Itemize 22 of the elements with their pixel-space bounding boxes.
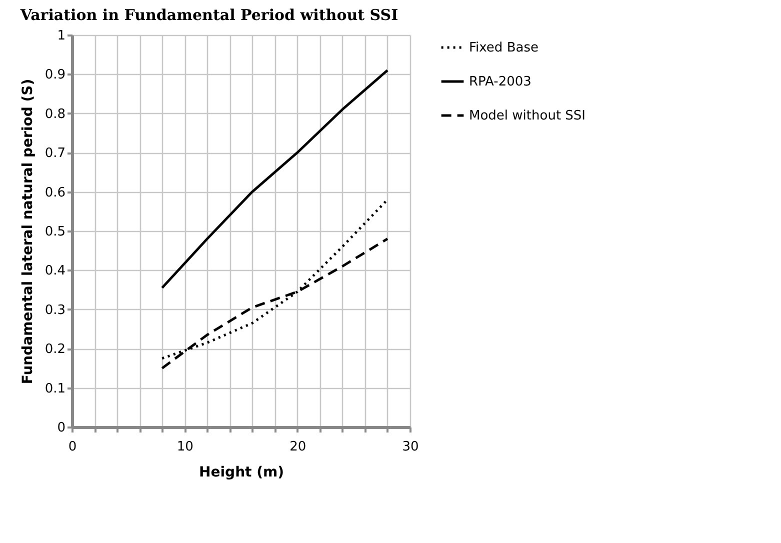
legend-label: RPA-2003 — [469, 74, 532, 90]
legend-label: Model without SSI — [469, 108, 586, 124]
x-tick-label: 20 — [290, 440, 306, 454]
y-tick-label: 0.7 — [44, 146, 66, 162]
y-tick-label: 0 — [57, 420, 66, 436]
legend-label: Fixed Base — [469, 40, 538, 56]
x-axis-title: Height (m) — [199, 464, 284, 480]
y-tick-label: 0.8 — [44, 106, 66, 122]
x-tick-label: 0 — [68, 440, 77, 454]
y-tick-label: 0.3 — [44, 302, 66, 318]
line-series — [160, 69, 389, 290]
y-tick-label: 0.2 — [44, 342, 66, 358]
x-tick-label: 30 — [402, 440, 419, 454]
y-axis-title: Fundamental lateral natural period (S) — [20, 78, 36, 384]
y-tick-label: 0.9 — [44, 68, 66, 83]
y-tick-label: 0.6 — [44, 185, 66, 200]
y-tick-label: 0.5 — [44, 224, 66, 240]
y-tick-label: 0.1 — [44, 381, 66, 396]
y-tick-label: 1 — [57, 28, 66, 44]
chart-title: Variation in Fundamental Period without SSI — [19, 6, 398, 24]
x-tick-label: 10 — [176, 440, 194, 454]
y-tick-label: 0.4 — [44, 264, 66, 279]
